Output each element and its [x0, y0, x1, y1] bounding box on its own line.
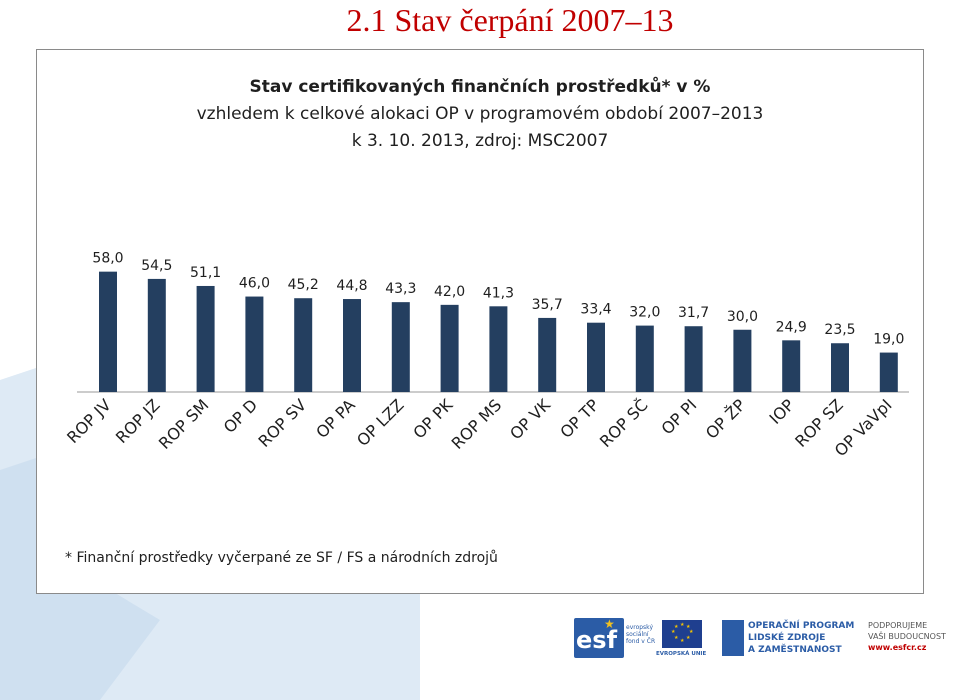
bar-rop-sz [831, 343, 849, 392]
bar-rop-sv [294, 298, 313, 392]
data-label: 33,4 [580, 302, 611, 318]
bar-op-pa [343, 299, 361, 392]
svg-text:★: ★ [686, 624, 691, 630]
x-tick-label: OP VK [506, 395, 554, 443]
chart-subtitle-1: vzhledem k celkové alokaci OP v programo… [196, 104, 764, 124]
bar-op-pk [440, 304, 459, 392]
svg-text:★: ★ [671, 629, 676, 635]
bar-op-lzz [391, 302, 410, 392]
op-line: LIDSKÉ ZDROJE [748, 633, 826, 643]
support-line: PODPORUJEME [868, 621, 928, 630]
data-label: 43,3 [385, 281, 416, 297]
esf-logo: esf ★ [574, 617, 624, 658]
data-label: 19,0 [873, 332, 904, 348]
bar-op-pi [684, 326, 703, 392]
star-icon: ★ [604, 617, 615, 631]
esf-caption-line: sociální [626, 631, 649, 638]
esf-caption: evropský sociální fond v ČR [626, 624, 670, 645]
svg-text:★: ★ [674, 624, 679, 630]
support-line: VAŠI BUDOUCNOST [868, 632, 946, 641]
x-tick-label: ROP MS [448, 395, 506, 453]
x-tick-label: IOP [766, 395, 799, 428]
bar-op-tp [587, 322, 605, 392]
svg-text:★: ★ [686, 635, 691, 641]
bar-rop-ms [489, 306, 508, 392]
bar-rop-sč [635, 325, 654, 392]
svg-text:★: ★ [689, 629, 694, 635]
bar-rop-jv [99, 271, 117, 392]
bar-rop-sm [196, 285, 215, 392]
chart-title: Stav certifikovaných finančních prostřed… [249, 77, 711, 97]
x-tick-label: ROP SČ [596, 395, 652, 451]
x-tick-label: OP PA [312, 395, 359, 442]
x-tick-label: OP LZZ [353, 395, 408, 450]
bar-op-d [245, 296, 264, 392]
op-lzz-text: OPERAČNÍ PROGRAM LIDSKÉ ZDROJE A ZAMĚSTN… [748, 620, 854, 656]
data-label: 41,3 [483, 285, 514, 301]
data-label: 54,5 [141, 258, 172, 274]
logo-strip: esf ★ evropský sociální fond v ČR ★ ★ ★ ★ ★… [574, 612, 960, 664]
esf-caption-line: fond v ČR [626, 638, 656, 645]
slide-title: 2.1 Stav čerpání 2007–13 [346, 2, 674, 38]
bar-op-vk [538, 317, 557, 392]
x-tick-label: ROP JV [63, 395, 115, 447]
chart-title-block: Stav certifikovaných finančních prostřed… [37, 74, 923, 155]
x-tick-label: OP PI [658, 395, 701, 438]
data-label: 44,8 [336, 278, 367, 294]
data-label: 30,0 [727, 309, 758, 325]
data-label: 42,0 [434, 284, 465, 300]
data-label: 46,0 [239, 276, 270, 292]
svg-text:★: ★ [674, 635, 679, 641]
bar-iop [782, 340, 801, 392]
bar-op-vavpi [879, 352, 898, 392]
op-lzz-icon [722, 620, 744, 656]
svg-text:★: ★ [680, 622, 685, 628]
x-tick-label: ROP SM [155, 395, 213, 453]
support-text: PODPORUJEME VAŠI BUDOUCNOST www.esfcr.cz [868, 620, 946, 653]
eu-flag-icon: ★ ★★ ★★★ ★★ [662, 620, 702, 648]
x-tick-label: OP TP [556, 395, 603, 442]
bar-rop-jz [147, 278, 166, 392]
data-label: 24,9 [776, 319, 807, 335]
chart-footnote: * Finanční prostředky vyčerpané ze SF / … [65, 550, 498, 566]
bar-op-žp [733, 329, 752, 392]
data-label: 35,7 [532, 297, 563, 313]
x-tick-label: OP ŽP [702, 395, 750, 443]
support-url: www.esfcr.cz [868, 643, 927, 652]
svg-text:★: ★ [680, 638, 685, 644]
x-tick-label: OP PK [409, 395, 456, 442]
op-line: OPERAČNÍ PROGRAM [748, 621, 855, 631]
esf-wordmark: esf [576, 626, 618, 654]
data-label: 31,7 [678, 305, 709, 321]
data-label: 23,5 [824, 322, 855, 338]
data-label: 58,0 [92, 251, 123, 267]
data-label: 45,2 [288, 277, 319, 293]
chart-panel: Stav certifikovaných finančních prostřed… [36, 49, 924, 594]
chart-subtitle-2: k 3. 10. 2013, zdroj: MSC2007 [351, 131, 609, 151]
esf-caption-line: evropský [626, 624, 653, 631]
op-line: A ZAMĚSTNANOST [748, 645, 842, 655]
eu-caption: EVROPSKÁ UNIE [656, 651, 707, 657]
data-label: 51,1 [190, 265, 221, 281]
x-tick-label: OP D [220, 395, 261, 436]
data-label: 32,0 [629, 305, 660, 321]
x-tick-label: ROP SV [254, 395, 310, 451]
